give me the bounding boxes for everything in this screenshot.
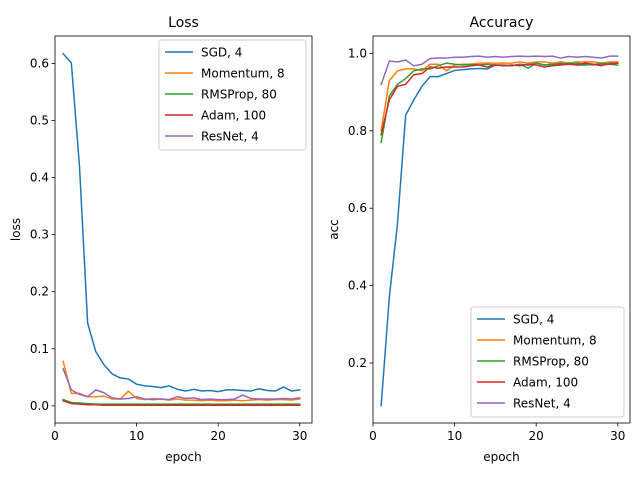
chart-1-title: Loss [168,15,199,31]
chart-2-y-tick-label-5: 1.0 [348,46,367,60]
chart-2-legend-label-5: ResNet, 4 [513,397,571,411]
chart-1-x-tick-label-2: 10 [129,429,144,443]
chart-2-legend: SGD, 4 Momentum, 8 RMSProp, 80 Adam, 100 Res… [470,306,625,418]
chart-1-plot-area [62,52,301,407]
chart-1-series-line-3 [62,398,301,405]
chart-2-plot-area [380,55,619,407]
chart-2-x-axis-label: epoch [483,450,520,464]
chart-1-legend-label-4: Adam, 100 [201,109,266,123]
chart-1-legend-label-3: RMSProp, 80 [201,88,277,102]
chart-1-y-tick-label-4: 0.3 [30,228,49,242]
chart-1-y-tick-label-7: 0.6 [30,56,49,70]
chart-1-series-line-4 [62,399,301,407]
chart-1-axes-frame [54,35,313,424]
chart-1-legend-label-2: Momentum, 8 [201,67,285,81]
chart-1-legend-label-1: SGD, 4 [201,46,242,60]
chart-1-y-tick-label-6: 0.5 [30,113,49,127]
loss-chart: Loss 0 10 20 30 0.0 0.1 0.2 0.3 0.4 0.5 0.6 epoch los… [9,15,313,464]
chart-2-x-tick-label-1: 0 [369,429,377,443]
chart-1-y-tick-label-2: 0.1 [30,342,49,356]
chart-2-x-tick-label-2: 10 [447,429,462,443]
accuracy-chart: Accuracy 0 10 20 30 0.2 0.4 0.6 0.8 1.0 epoch acc SG… [327,15,631,464]
chart-2-series-line-5 [380,55,619,86]
chart-2-x-tick-label-4: 30 [610,429,625,443]
chart-2-y-axis-label: acc [327,219,341,240]
chart-2-legend-label-4: Adam, 100 [513,376,578,390]
chart-1-series-line-1 [62,52,301,393]
chart-2-legend-label-3: RMSProp, 80 [513,355,589,369]
chart-2-title: Accuracy [470,15,534,31]
chart-2-y-tick-label-1: 0.2 [348,356,367,370]
chart-2-legend-label-2: Momentum, 8 [513,334,597,348]
chart-2-y-tick-label-4: 0.8 [348,124,367,138]
chart-1-y-tick-label-1: 0.0 [30,399,49,413]
chart-1-y-axis-label: loss [9,218,23,241]
chart-2-series-line-2 [380,61,619,132]
chart-2-x-tick-label-3: 20 [529,429,544,443]
chart-1-legend: SGD, 4 Momentum, 8 RMSProp, 80 Adam, 100 Res… [158,39,307,151]
chart-2-y-tick-label-2: 0.4 [348,279,367,293]
chart-1-x-tick-label-3: 20 [211,429,226,443]
chart-2-legend-label-1: SGD, 4 [513,313,554,327]
chart-2-y-tick-label-3: 0.6 [348,201,367,215]
chart-2-legend-frame [470,306,625,418]
chart-1-x-tick-label-1: 0 [51,429,59,443]
chart-1-legend-frame [158,39,307,151]
chart-1-x-tick-label-4: 30 [292,429,307,443]
chart-2-axes-frame [372,35,631,424]
chart-1-legend-label-5: ResNet, 4 [201,130,259,144]
chart-1-y-tick-label-3: 0.2 [30,285,49,299]
chart-1-series-line-5 [62,367,301,401]
chart-1-y-tick-label-5: 0.4 [30,171,49,185]
chart-2-series-line-4 [380,62,619,136]
chart-1-x-axis-label: epoch [165,450,202,464]
